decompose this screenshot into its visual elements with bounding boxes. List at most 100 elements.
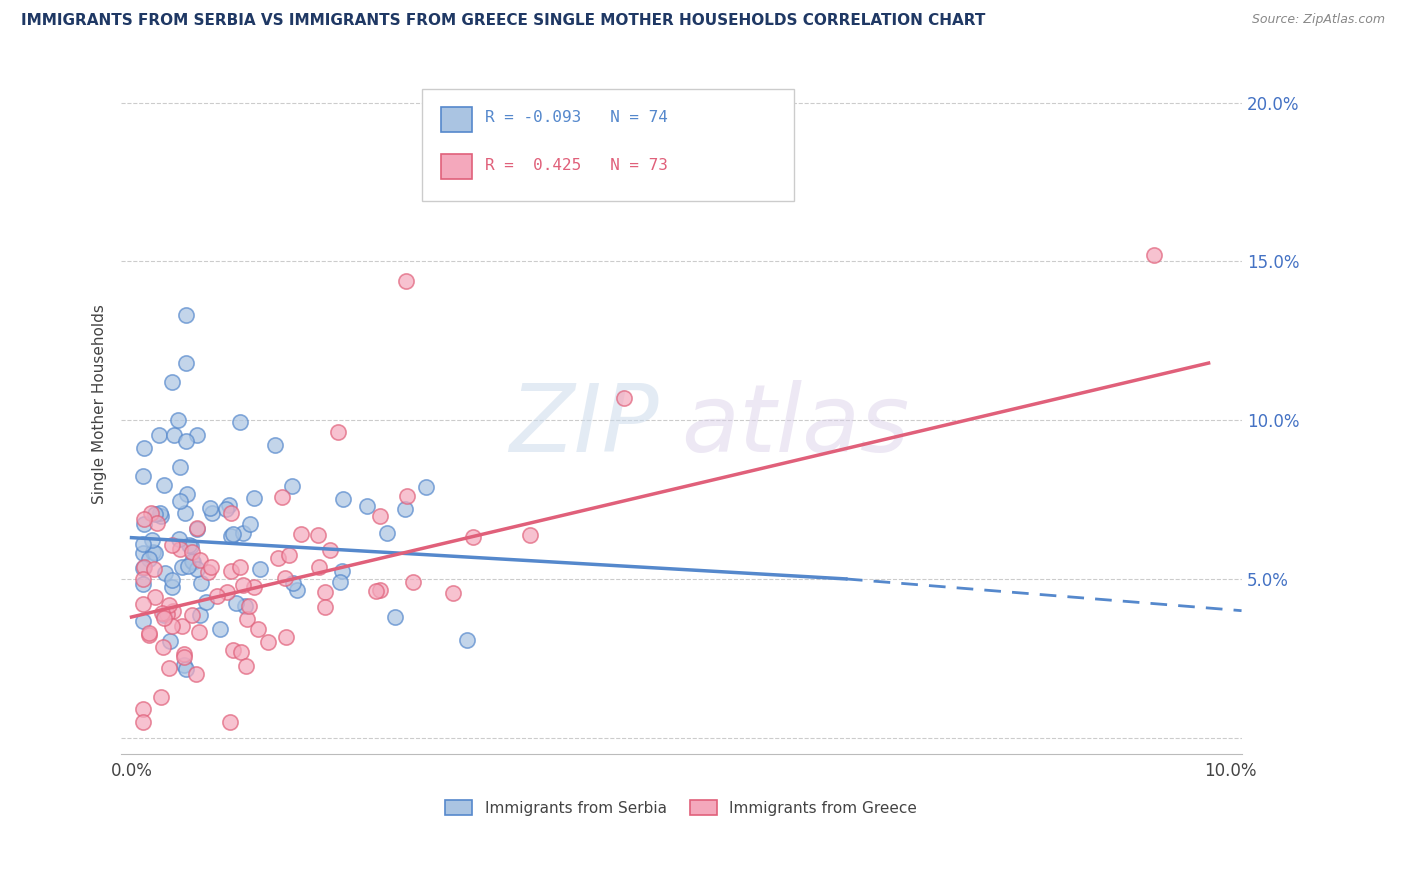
- Point: [177, 538, 200, 552]
- Point: [131, 714, 153, 729]
- Point: [148, 427, 170, 442]
- Point: [162, 580, 184, 594]
- Point: [219, 564, 242, 578]
- Point: [332, 564, 354, 578]
- Point: [314, 600, 336, 615]
- Point: [456, 633, 478, 648]
- Point: [356, 499, 378, 513]
- Point: [239, 516, 262, 531]
- Point: [215, 585, 238, 599]
- Point: [274, 630, 297, 644]
- Point: [326, 425, 349, 440]
- Point: [200, 560, 222, 574]
- Point: [1143, 248, 1166, 262]
- Point: [195, 595, 218, 609]
- Point: [174, 434, 197, 449]
- Point: [613, 391, 636, 405]
- Point: [197, 566, 219, 580]
- Point: [368, 508, 391, 523]
- Point: [280, 479, 302, 493]
- Point: [186, 427, 208, 442]
- Point: [441, 586, 464, 600]
- Point: [200, 501, 222, 516]
- Point: [219, 714, 242, 729]
- Point: [277, 548, 299, 562]
- Point: [332, 491, 354, 506]
- Point: [366, 583, 388, 598]
- Point: [560, 128, 582, 142]
- Point: [232, 578, 254, 592]
- Point: [225, 596, 247, 610]
- Point: [143, 546, 166, 560]
- Y-axis label: Single Mother Households: Single Mother Households: [93, 304, 107, 504]
- Point: [229, 415, 252, 429]
- Point: [395, 273, 418, 287]
- Point: [174, 662, 197, 676]
- Point: [221, 527, 243, 541]
- Point: [235, 658, 257, 673]
- Point: [152, 640, 174, 654]
- Point: [157, 598, 180, 612]
- Point: [141, 533, 163, 547]
- Point: [173, 647, 195, 661]
- Point: [146, 516, 169, 530]
- Point: [229, 645, 252, 659]
- Point: [238, 599, 260, 613]
- Point: [176, 356, 198, 370]
- Point: [274, 571, 297, 585]
- Point: [329, 574, 352, 589]
- Point: [319, 543, 342, 558]
- Legend: Immigrants from Serbia, Immigrants from Greece: Immigrants from Serbia, Immigrants from …: [444, 800, 917, 815]
- Point: [263, 438, 285, 452]
- Point: [138, 628, 160, 642]
- Text: IMMIGRANTS FROM SERBIA VS IMMIGRANTS FROM GREECE SINGLE MOTHER HOUSEHOLDS CORREL: IMMIGRANTS FROM SERBIA VS IMMIGRANTS FRO…: [21, 13, 986, 29]
- Point: [180, 540, 202, 554]
- Point: [233, 599, 256, 614]
- Point: [169, 542, 191, 557]
- Point: [160, 573, 183, 587]
- Point: [287, 583, 309, 598]
- Point: [162, 604, 184, 618]
- Point: [167, 532, 190, 546]
- Point: [201, 506, 224, 520]
- Point: [169, 459, 191, 474]
- Point: [384, 610, 406, 624]
- Point: [143, 507, 166, 521]
- Point: [153, 607, 176, 622]
- Point: [308, 559, 330, 574]
- Point: [186, 522, 208, 536]
- Point: [290, 526, 312, 541]
- Point: [150, 509, 173, 524]
- Point: [402, 574, 425, 589]
- Point: [138, 551, 160, 566]
- Point: [131, 536, 153, 550]
- Point: [142, 545, 165, 559]
- Point: [172, 560, 194, 574]
- Point: [519, 528, 541, 542]
- Point: [236, 612, 259, 626]
- Point: [131, 546, 153, 560]
- Point: [157, 661, 180, 675]
- Point: [186, 562, 208, 576]
- Point: [172, 618, 194, 632]
- Point: [143, 562, 166, 576]
- Point: [163, 428, 186, 442]
- Point: [138, 626, 160, 640]
- Point: [207, 589, 229, 603]
- Point: [160, 619, 183, 633]
- Point: [167, 413, 190, 427]
- Point: [132, 441, 155, 455]
- Point: [415, 480, 437, 494]
- Text: ZIP: ZIP: [509, 380, 658, 471]
- Point: [132, 512, 155, 526]
- Point: [132, 597, 155, 611]
- Point: [180, 607, 202, 622]
- Point: [160, 375, 183, 389]
- Point: [187, 624, 209, 639]
- Point: [267, 551, 290, 566]
- Point: [396, 489, 419, 503]
- Point: [173, 657, 195, 672]
- Point: [463, 530, 485, 544]
- Point: [188, 553, 211, 567]
- Point: [186, 667, 208, 681]
